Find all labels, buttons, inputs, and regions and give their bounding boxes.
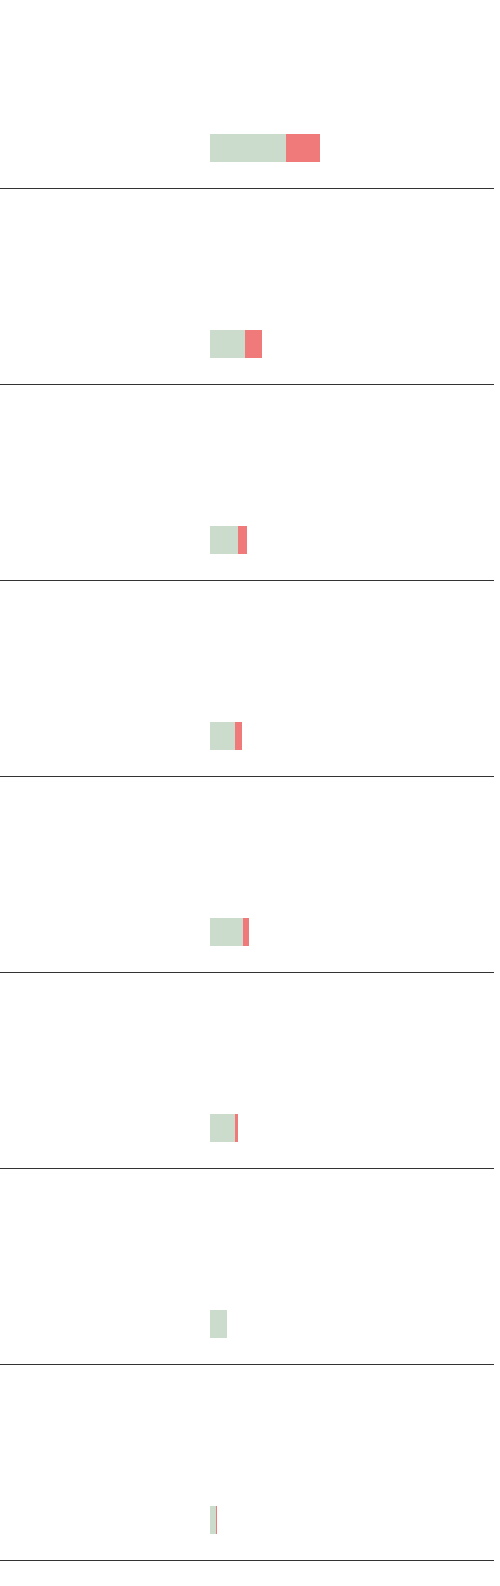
bar-segment-1 [210, 1114, 235, 1142]
bar-segment-2 [235, 722, 242, 750]
bar-segment-1 [210, 1506, 216, 1534]
bar-segment-2 [245, 330, 262, 358]
category-row [0, 972, 494, 1169]
bar-segment-2 [243, 918, 249, 946]
row-divider [0, 776, 494, 777]
bar-segment-1 [210, 330, 245, 358]
category-row [0, 384, 494, 581]
row-divider [0, 580, 494, 581]
row-divider [0, 188, 494, 189]
category-row [0, 1168, 494, 1365]
bar-segment-2 [216, 1506, 217, 1534]
row-divider [0, 384, 494, 385]
category-row [0, 188, 494, 385]
category-row [0, 580, 494, 777]
row-divider [0, 1560, 494, 1561]
bar-segment-1 [210, 526, 238, 554]
bar-segment-1 [210, 1310, 227, 1338]
row-divider [0, 972, 494, 973]
bar-segment-2 [286, 134, 320, 162]
category-row [0, 0, 494, 189]
bar-segment-1 [210, 918, 243, 946]
category-row [0, 776, 494, 973]
category-row [0, 1364, 494, 1561]
row-divider [0, 1168, 494, 1169]
bar-segment-2 [238, 526, 247, 554]
row-divider [0, 1364, 494, 1365]
bar-segment-2 [235, 1114, 238, 1142]
bar-segment-1 [210, 722, 235, 750]
bar-segment-1 [210, 134, 286, 162]
